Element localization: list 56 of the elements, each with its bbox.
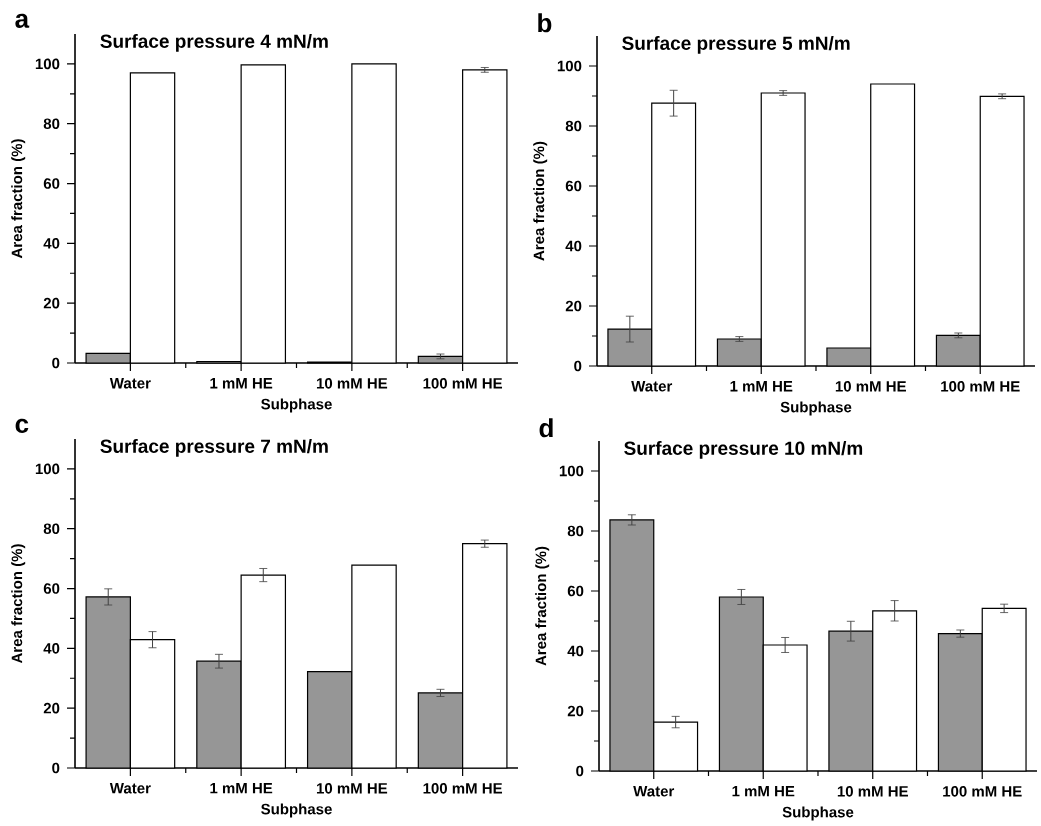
y-tick-label: 40 (43, 238, 60, 249)
y-axis-title: Area fraction (%) (535, 546, 550, 666)
x-tick-label: 10 mM HE (316, 783, 388, 794)
y-axis-title: Area fraction (%) (533, 141, 548, 261)
x-tick-label: 10 mM HE (316, 378, 388, 389)
x-tick-label: Water (633, 786, 675, 797)
x-tick-label: 1 mM HE (732, 786, 795, 797)
y-tick-label: 0 (576, 765, 584, 777)
y-tick-label: 60 (43, 583, 60, 594)
y-axis-title: Area fraction (%) (11, 544, 26, 664)
y-axis-title: Area fraction (%) (11, 139, 26, 259)
x-tick-label: Water (631, 381, 673, 392)
x-tick-label: 100 mM HE (943, 786, 1022, 797)
y-tick-label: 60 (43, 178, 60, 189)
text: c (15, 418, 29, 433)
y-tick-label: 100 (35, 58, 60, 70)
x-tick-label: 1 mM HE (210, 378, 273, 389)
x-tick-label: 100 mM HE (423, 378, 503, 389)
y-tick-label: 100 (559, 465, 584, 477)
y-tick-label: 0 (574, 360, 582, 372)
y-tick-label: 80 (565, 120, 582, 132)
x-axis-title: Subphase (261, 398, 332, 413)
x-tick-label: Water (109, 783, 151, 794)
x-tick-label: 100 mM HE (423, 783, 503, 794)
y-tick-label: 80 (567, 525, 584, 537)
y-tick-label: 100 (557, 60, 582, 72)
x-tick-label: 1 mM HE (210, 783, 273, 794)
y-tick-label: 20 (43, 297, 60, 309)
x-axis-title: Subphase (780, 401, 852, 416)
text: d (539, 418, 553, 438)
y-tick-label: 40 (43, 643, 60, 654)
y-tick-label: 100 (35, 463, 60, 475)
x-axis-title: Subphase (782, 806, 854, 821)
chart-title: Surface pressure 10 mN/m (624, 441, 863, 459)
y-tick-label: 60 (565, 180, 582, 192)
chart-title: Surface pressure 4 mN/m (100, 33, 328, 52)
y-tick-label: 40 (565, 240, 582, 252)
text: a (15, 13, 30, 28)
chart-title: Surface pressure 5 mN/m (622, 36, 850, 54)
chart-title: Surface pressure 7 mN/m (100, 438, 328, 457)
x-tick-label: 10 mM HE (835, 381, 906, 392)
y-tick-label: 20 (43, 702, 60, 714)
x-tick-label: 10 mM HE (837, 786, 908, 797)
x-axis-title: Subphase (261, 803, 332, 818)
y-tick-label: 20 (567, 705, 584, 717)
x-tick-label: Water (109, 378, 151, 389)
y-tick-label: 20 (565, 300, 582, 312)
x-tick-label: 1 mM HE (730, 381, 793, 392)
y-tick-label: 60 (567, 585, 584, 597)
y-tick-label: 80 (43, 118, 60, 130)
text: b (538, 13, 552, 33)
y-tick-label: 80 (43, 523, 60, 535)
x-tick-label: 100 mM HE (941, 381, 1020, 392)
y-tick-label: 40 (567, 645, 584, 657)
y-tick-label: 0 (52, 357, 60, 369)
y-tick-label: 0 (52, 762, 60, 774)
